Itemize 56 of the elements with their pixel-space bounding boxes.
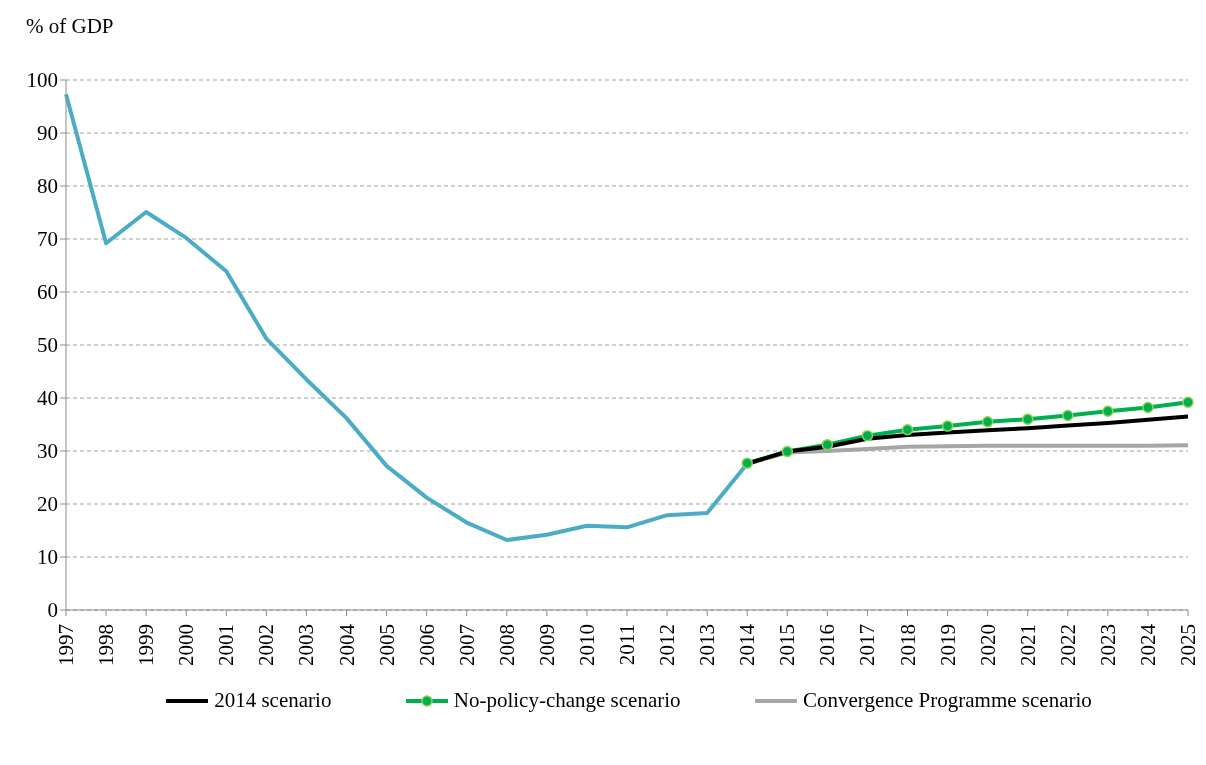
x-tick-label: 2012 <box>655 624 680 666</box>
x-tick-label: 2000 <box>174 624 199 666</box>
x-tick-label: 2007 <box>454 624 479 666</box>
point <box>821 438 834 451</box>
x-tick-label: 2011 <box>615 624 639 666</box>
x-tick-label: 2009 <box>534 624 559 666</box>
point <box>1142 401 1154 414</box>
y-tick-label: 100 <box>26 68 58 93</box>
y-tick-label: 30 <box>37 439 58 464</box>
x-tick-label: 2025 <box>1176 624 1200 666</box>
point <box>981 416 994 428</box>
x-tick-label: 2014 <box>735 623 760 666</box>
y-axis-title: % of GDP <box>26 14 114 39</box>
y-tick-label: 60 <box>37 280 58 305</box>
x-tick-label: 2013 <box>695 624 720 666</box>
x-tick-label: 2010 <box>574 624 599 666</box>
y-tick-label: 80 <box>37 174 58 199</box>
legend-label: Convergence Programme scenario <box>802 688 1092 713</box>
point <box>941 420 954 432</box>
x-tick-label: 2004 <box>334 623 359 666</box>
y-tick-label: 40 <box>37 386 58 411</box>
x-tick-label: 2019 <box>935 624 960 666</box>
y-tick-label: 70 <box>37 227 58 252</box>
point <box>741 457 753 469</box>
point <box>1182 396 1194 408</box>
x-tick-label: 2005 <box>374 624 399 666</box>
x-tick-label: 2006 <box>414 624 439 666</box>
legend-label: 2014 scenario <box>214 688 332 713</box>
x-tick-label: 2003 <box>294 624 319 666</box>
x-tick-label: 1997 <box>54 624 78 666</box>
x-tick-label: 2021 <box>1015 624 1040 666</box>
x-tick-label: 2023 <box>1095 624 1120 666</box>
y-tick-label: 0 <box>47 598 58 623</box>
y-tick-label: 10 <box>37 545 58 570</box>
x-tick-label: 2001 <box>214 624 239 666</box>
y-tick-label: 50 <box>37 333 58 358</box>
x-tick-label: 2018 <box>895 624 920 666</box>
point <box>1062 409 1074 422</box>
x-tick-label: 2015 <box>775 624 800 666</box>
x-tick-label: 2022 <box>1055 624 1080 666</box>
x-tick-label: 1998 <box>94 624 119 666</box>
point <box>1102 405 1114 417</box>
x-tick-label: 2016 <box>815 624 840 666</box>
x-tick-label: 2024 <box>1135 623 1160 666</box>
point <box>861 429 874 442</box>
legend-label: No-policy-change scenario <box>453 688 681 713</box>
x-tick-label: 2017 <box>855 624 880 666</box>
point <box>1021 413 1034 425</box>
x-tick-label: 2002 <box>254 624 279 666</box>
point <box>901 424 914 436</box>
x-tick-label: 2020 <box>975 624 1000 666</box>
x-tick-label: 1999 <box>134 624 159 666</box>
y-tick-label: 90 <box>37 121 58 146</box>
y-tick-label: 20 <box>37 492 58 517</box>
x-tick-label: 2008 <box>494 624 519 666</box>
point <box>781 445 794 458</box>
